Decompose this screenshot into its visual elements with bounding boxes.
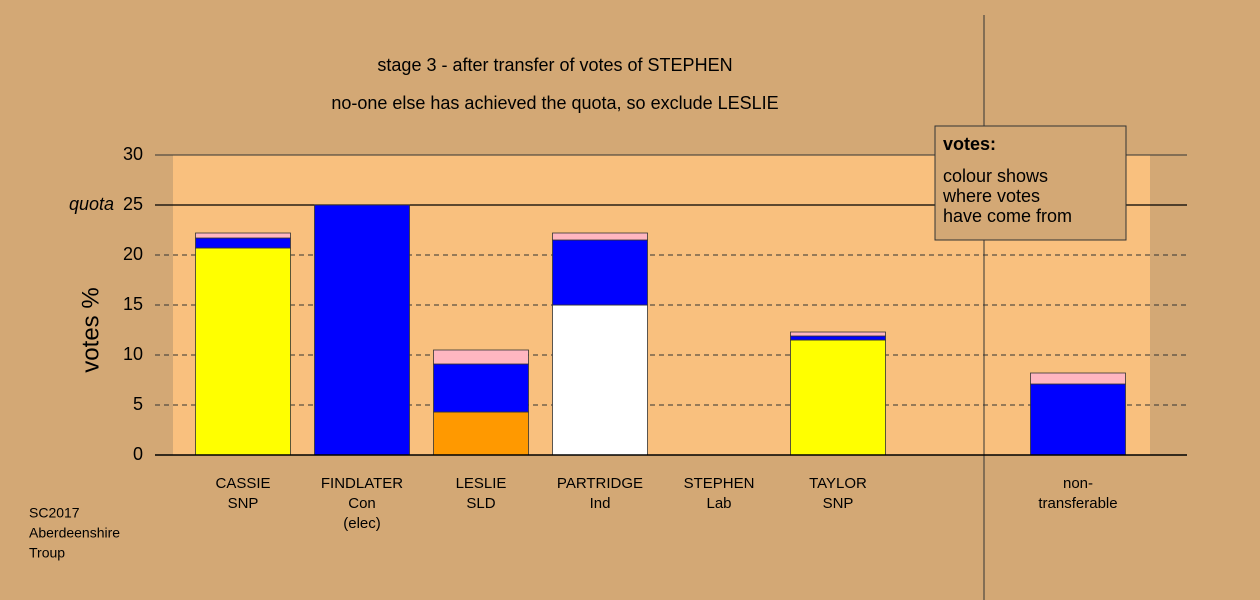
x-tick-label: CASSIE [215, 475, 270, 492]
y-tick-label: 0 [133, 444, 143, 464]
bar-segment [552, 239, 648, 306]
bar-segment [433, 411, 529, 456]
y-tick-label: 30 [123, 144, 143, 164]
bar-segment [552, 304, 648, 456]
x-tick-label: SNP [823, 495, 854, 512]
bar-segment [790, 339, 886, 456]
y-tick-label: 5 [133, 394, 143, 414]
legend-text: colour shows [943, 166, 1048, 186]
source-text: Aberdeenshire [29, 525, 120, 541]
bar-segment [433, 363, 529, 413]
x-tick-label: SLD [466, 495, 495, 512]
x-tick-label: STEPHEN [684, 475, 755, 492]
bar-segment [1030, 372, 1126, 385]
bar-segment [195, 247, 291, 456]
y-tick-label: 10 [123, 344, 143, 364]
legend-text: have come from [943, 206, 1072, 226]
x-tick-label: (elec) [343, 515, 381, 532]
bar-segment [195, 232, 291, 239]
y-axis-label: votes % [77, 287, 104, 372]
bar-segment [552, 232, 648, 241]
x-tick-label: TAYLOR [809, 475, 867, 492]
legend-box [934, 125, 1127, 241]
y-tick-label: 25 [123, 194, 143, 214]
bar-segment [790, 335, 886, 341]
legend-text: where votes [942, 186, 1040, 206]
chart-title: stage 3 - after transfer of votes of STE… [377, 55, 732, 75]
x-tick-label: transferable [1038, 495, 1117, 512]
x-tick-label: Lab [706, 495, 731, 512]
chart-subtitle: no-one else has achieved the quota, so e… [331, 93, 778, 113]
legend-title: votes: [943, 134, 996, 154]
x-tick-label: FINDLATER [321, 475, 403, 492]
bar-segment [195, 237, 291, 249]
bar-segment [433, 349, 529, 365]
x-tick-label: SNP [228, 495, 259, 512]
quota-label: quota [69, 194, 114, 214]
y-tick-label: 15 [123, 294, 143, 314]
x-tick-label: Ind [590, 495, 611, 512]
bar-segment [314, 204, 410, 456]
x-tick-label: LESLIE [456, 475, 507, 492]
x-tick-label: PARTRIDGE [557, 475, 643, 492]
bar-segment [1030, 383, 1126, 456]
x-tick-label: Con [348, 495, 376, 512]
y-tick-label: 20 [123, 244, 143, 264]
source-text: Troup [29, 545, 65, 561]
x-tick-label: non- [1063, 475, 1093, 492]
bar-segment [790, 331, 886, 337]
source-text: SC2017 [29, 505, 80, 521]
